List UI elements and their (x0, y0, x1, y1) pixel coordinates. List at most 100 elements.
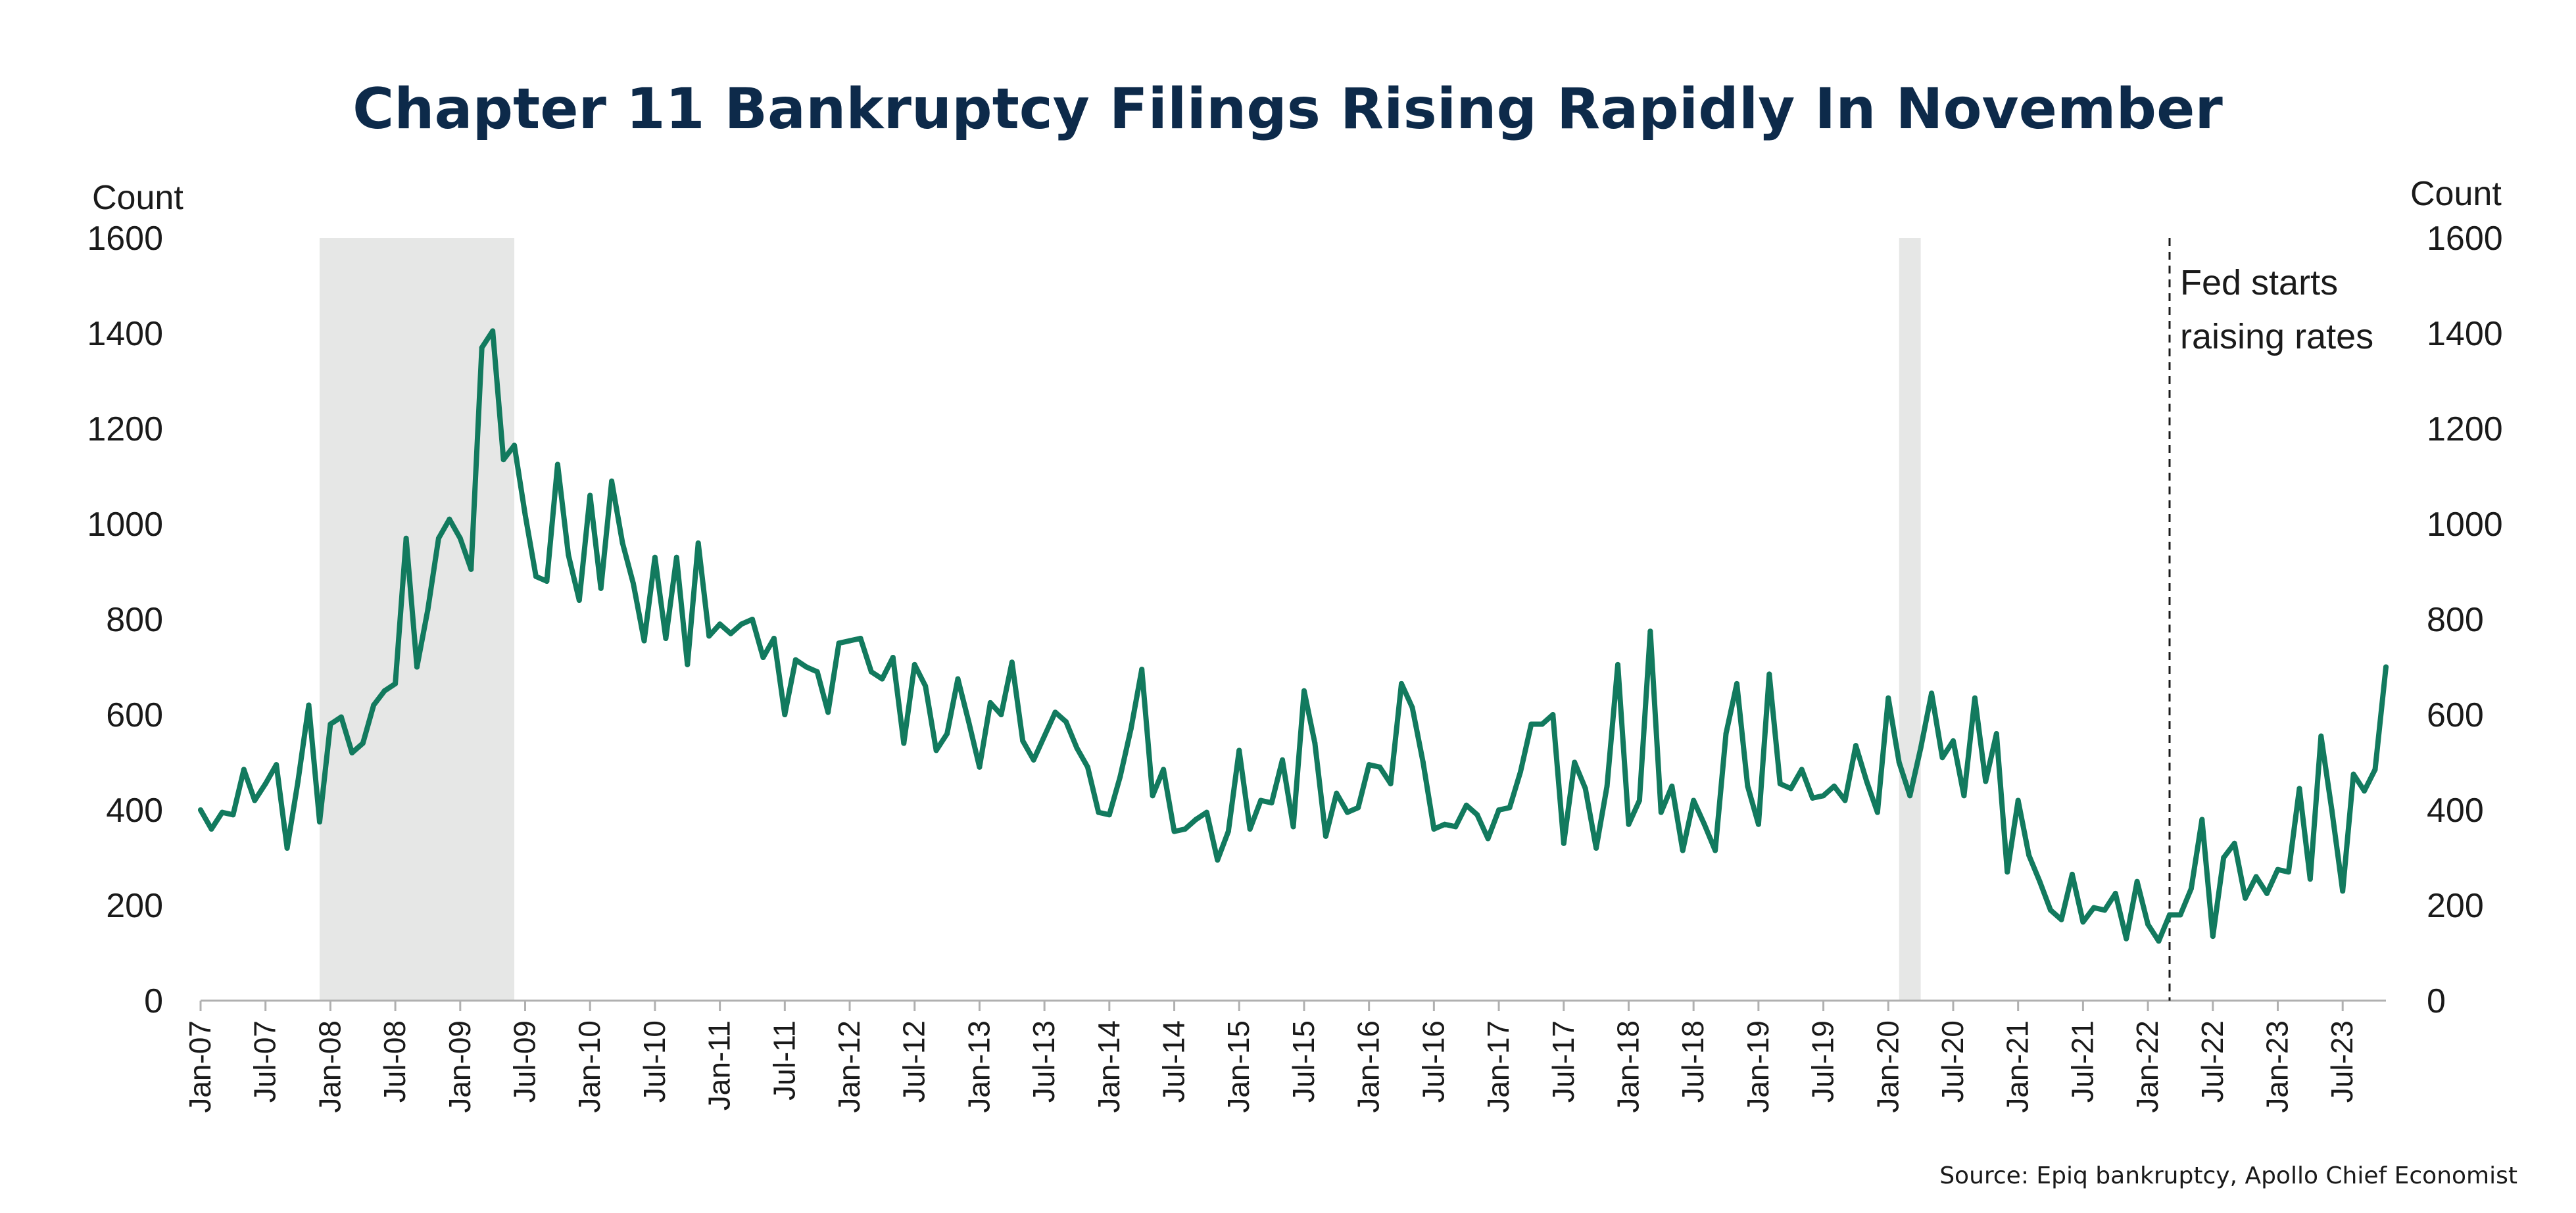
data-point (1453, 824, 1459, 830)
data-point (1312, 740, 1318, 746)
data-point (2005, 869, 2010, 875)
data-point (1290, 824, 1296, 830)
recession-band (319, 238, 515, 1001)
data-point (2145, 922, 2151, 927)
data-point (1182, 826, 1188, 832)
data-point (1734, 680, 1739, 686)
data-point (1993, 731, 1999, 736)
data-point (1658, 809, 1664, 815)
x-tick-label: Jan-19 (1741, 1020, 1775, 1113)
data-point (1572, 759, 1578, 765)
y-tick-label-right: 600 (2427, 696, 2484, 734)
data-point (1582, 786, 1588, 792)
y-tick-label-right: 0 (2427, 982, 2446, 1020)
data-point (230, 812, 236, 818)
labels: Chapter 11 Bankruptcy Filings Rising Rap… (92, 76, 2517, 1189)
data-point (1691, 797, 1697, 803)
data-point (1074, 745, 1080, 751)
data-point (2177, 912, 2183, 918)
x-tick-label: Jul-17 (1546, 1020, 1580, 1103)
data-point (620, 540, 625, 546)
x-tick-label: Jul-14 (1157, 1020, 1191, 1103)
data-point (198, 807, 203, 813)
x-tick-label: Jan-20 (1870, 1020, 1905, 1113)
x-tick-label: Jul-21 (2065, 1020, 2099, 1103)
data-point (1215, 857, 1221, 863)
data-point (2199, 817, 2205, 822)
data-point (338, 714, 344, 720)
data-point (2285, 869, 2291, 875)
data-point (2156, 938, 2162, 944)
y-tick-label-left: 200 (106, 887, 163, 925)
x-tick-label: Jul-19 (1806, 1020, 1840, 1103)
y-tick-label-left: 400 (106, 792, 163, 830)
data-point (1344, 809, 1350, 815)
data-point (1539, 721, 1545, 727)
x-tick-label: Jul-16 (1416, 1020, 1450, 1103)
data-point (1399, 680, 1405, 686)
data-point (1983, 778, 1989, 784)
data-point (1203, 809, 1209, 815)
x-tick-label: Jan-11 (702, 1020, 737, 1110)
x-tick-label: Jul-11 (767, 1020, 801, 1101)
x-tick-label: Jul-18 (1676, 1020, 1710, 1103)
x-tick-label: Jan-07 (183, 1020, 217, 1113)
series-points (198, 328, 2389, 944)
data-point (306, 702, 312, 708)
data-point (2221, 855, 2227, 861)
data-point (998, 712, 1004, 717)
axes: 0 0 200 200 400 400 600 600 800 800 1000 1000 1200 12… (87, 220, 2502, 1113)
data-point (1496, 807, 1502, 813)
data-point (2102, 907, 2108, 913)
data-point (2026, 852, 2032, 858)
x-tick-label: Jan-12 (832, 1020, 866, 1113)
x-tick-label: Jan-13 (961, 1020, 996, 1113)
data-point (782, 712, 788, 717)
data-point (2091, 905, 2097, 911)
data-point (1755, 821, 1761, 827)
y-tick-label-right: 400 (2427, 792, 2484, 830)
data-point (349, 750, 355, 755)
data-point (1280, 757, 1286, 763)
data-point (1810, 795, 1816, 801)
data-point (1972, 695, 1978, 701)
data-point (2264, 890, 2270, 896)
data-point (1463, 802, 1469, 808)
data-point (274, 762, 279, 768)
data-point (1323, 833, 1328, 839)
data-point (1063, 719, 1069, 725)
data-point (1723, 731, 1729, 736)
data-point (1084, 764, 1090, 770)
data-point (609, 478, 615, 484)
data-point (381, 688, 387, 694)
data-point (2350, 771, 2356, 777)
data-point (1139, 667, 1145, 673)
data-point (1388, 781, 1394, 787)
data-point (2275, 867, 2281, 872)
data-point (1096, 809, 1102, 815)
data-point (544, 579, 550, 584)
data-point (1355, 805, 1361, 811)
data-point (1420, 759, 1426, 765)
data-point (435, 535, 441, 541)
data-point (717, 621, 723, 627)
data-point (1334, 790, 1340, 796)
data-point (977, 764, 983, 770)
data-point (1820, 793, 1826, 799)
data-point (2307, 876, 2313, 882)
data-point (2372, 767, 2378, 773)
data-point (987, 700, 993, 705)
data-point (1485, 836, 1491, 842)
data-point (566, 552, 571, 558)
data-point (847, 638, 853, 644)
data-point (1128, 726, 1134, 732)
y-tick-label-left: 600 (106, 696, 163, 734)
x-tick-label: Jul-15 (1286, 1020, 1321, 1103)
data-point (1366, 762, 1372, 768)
data-point (1788, 786, 1794, 792)
data-point (1247, 826, 1253, 832)
data-point (1832, 783, 1837, 789)
data-point (1745, 783, 1751, 789)
data-point (1528, 721, 1534, 727)
